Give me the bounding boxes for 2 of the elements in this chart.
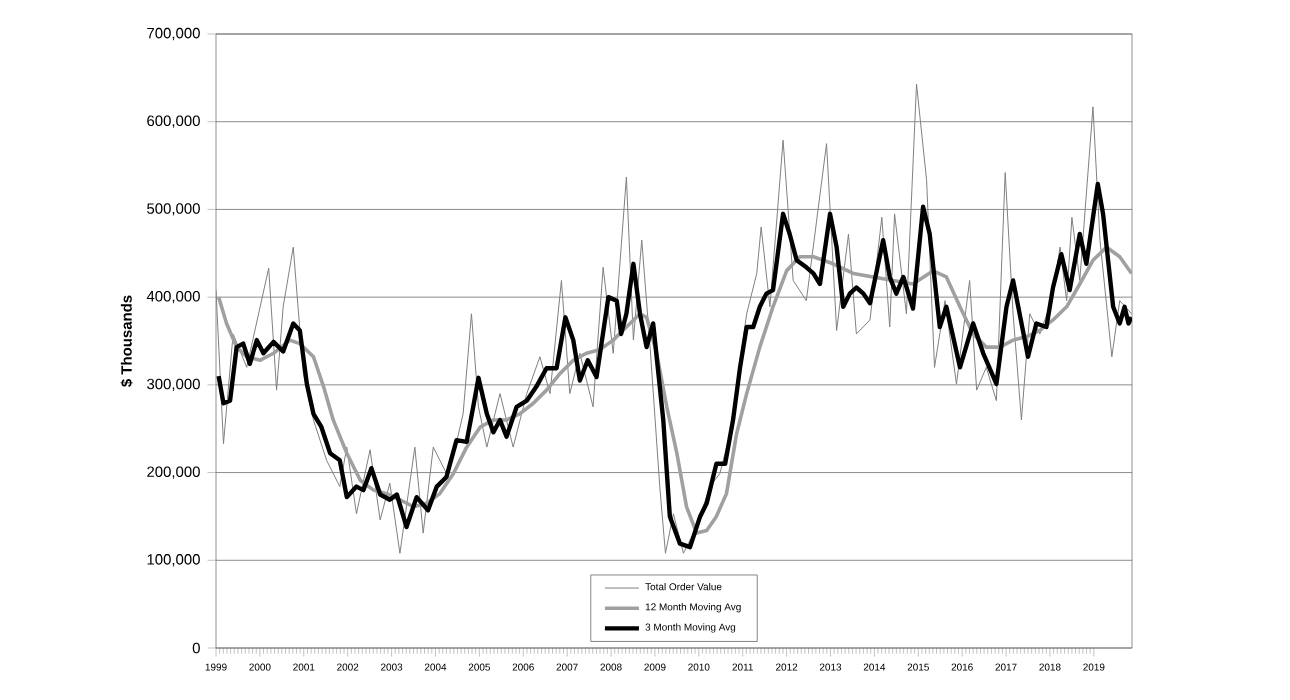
line-series: [216, 245, 1133, 535]
line-series: [216, 181, 1133, 550]
